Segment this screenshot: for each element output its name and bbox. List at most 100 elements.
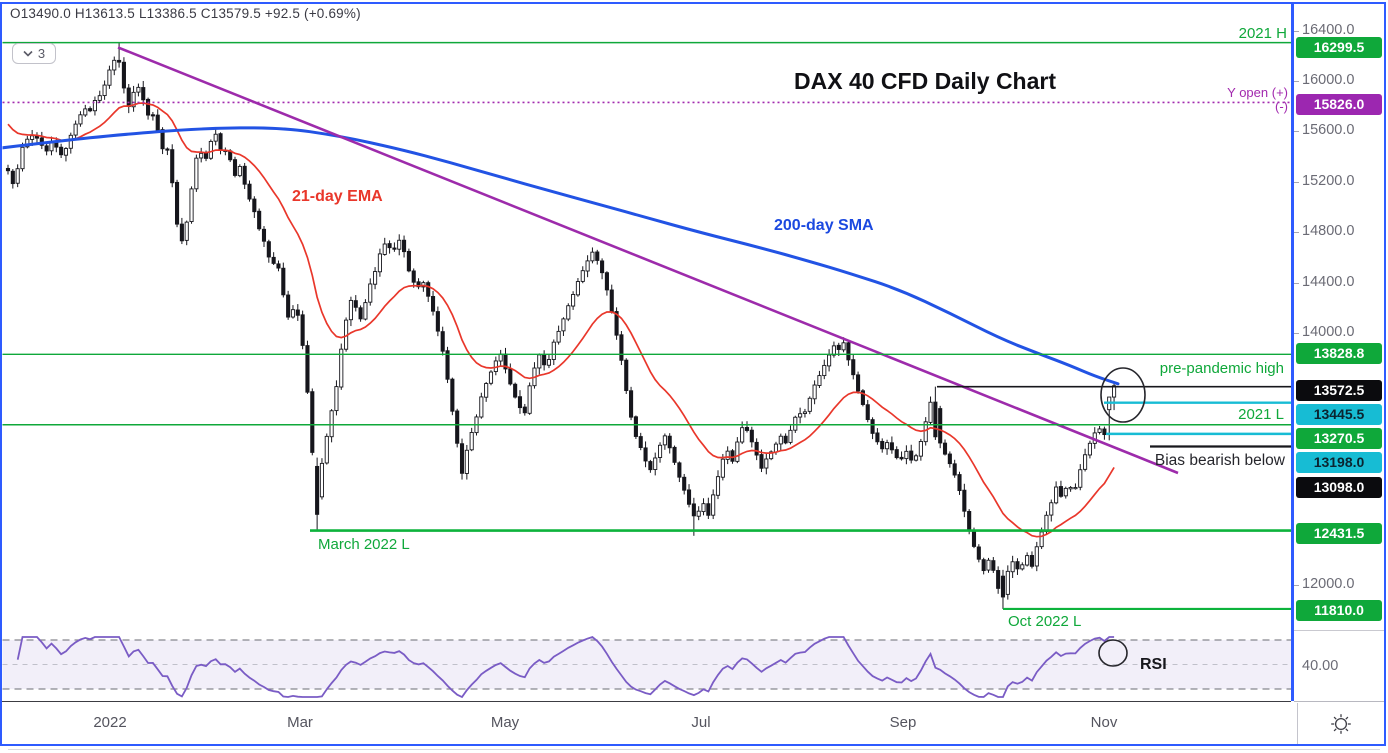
candle bbox=[179, 217, 184, 245]
candle bbox=[88, 106, 93, 113]
candle bbox=[546, 354, 552, 369]
candle bbox=[329, 409, 334, 443]
candle bbox=[5, 164, 11, 175]
time-axis-label: Mar bbox=[287, 714, 313, 731]
candle bbox=[223, 147, 228, 156]
level-label-pre-pandemic-high: pre-pandemic high bbox=[1159, 360, 1284, 377]
chart-settings-button[interactable] bbox=[1297, 703, 1383, 744]
candle bbox=[1097, 426, 1102, 435]
candle bbox=[595, 249, 600, 265]
time-axis-label: Jul bbox=[691, 714, 711, 731]
price-axis[interactable]: 40.00 16400.0 16000.0 15600.0 15200.0 14800.… bbox=[1294, 2, 1384, 701]
ohlc-readout: O13490.0 H13613.5 L13386.5 C13579.5 +92.… bbox=[10, 6, 361, 21]
price-tick-label: 15200.0 bbox=[1302, 173, 1355, 189]
candle bbox=[300, 310, 305, 350]
candle bbox=[537, 353, 542, 375]
candle bbox=[851, 354, 856, 380]
candle bbox=[667, 433, 672, 454]
candle bbox=[1034, 541, 1039, 572]
candle bbox=[542, 350, 547, 371]
candle bbox=[363, 299, 368, 321]
candle bbox=[575, 278, 580, 297]
candle bbox=[146, 97, 151, 120]
price-level-flag: 15826.0 bbox=[1296, 93, 1382, 115]
candle bbox=[846, 339, 851, 366]
candle bbox=[706, 497, 711, 519]
candle bbox=[20, 142, 25, 172]
candle bbox=[798, 407, 803, 424]
candle bbox=[1010, 555, 1015, 579]
candle bbox=[1020, 562, 1025, 571]
candle bbox=[170, 144, 175, 188]
candle bbox=[715, 470, 721, 500]
candle bbox=[406, 248, 411, 273]
candle bbox=[682, 473, 687, 495]
candle bbox=[208, 139, 213, 160]
candlestick-series bbox=[5, 42, 1117, 609]
candle bbox=[778, 433, 783, 450]
price-tick-mark bbox=[1294, 31, 1299, 32]
candle bbox=[614, 307, 619, 340]
time-axis[interactable]: 2022 Mar May Jul Sep Nov bbox=[2, 703, 1291, 744]
candle bbox=[358, 305, 363, 322]
candle bbox=[63, 147, 69, 162]
level-label-year-open-minus: (-) bbox=[1275, 99, 1288, 114]
candle bbox=[464, 444, 469, 480]
candle bbox=[769, 450, 774, 461]
candle bbox=[150, 111, 155, 121]
candle bbox=[92, 96, 97, 116]
price-level-flag: 11810.0 bbox=[1296, 599, 1382, 621]
candle bbox=[686, 484, 692, 508]
price-level-flag: 13098.0 bbox=[1296, 476, 1382, 498]
candle bbox=[875, 428, 880, 445]
candle bbox=[725, 446, 730, 465]
candle bbox=[252, 196, 257, 218]
price-tick-label: 14400.0 bbox=[1302, 274, 1355, 290]
price-tick-label: 16000.0 bbox=[1302, 72, 1355, 88]
candle bbox=[78, 111, 83, 127]
candle bbox=[426, 280, 431, 303]
candle bbox=[266, 239, 271, 263]
candle bbox=[991, 557, 996, 573]
candle bbox=[517, 390, 523, 414]
candle bbox=[281, 262, 286, 298]
annotation-bias-bearish: Bias bearish below bbox=[1154, 452, 1285, 469]
candle bbox=[735, 437, 740, 464]
candle bbox=[218, 132, 223, 155]
price-tick-mark bbox=[1294, 81, 1299, 82]
candle bbox=[942, 439, 948, 456]
candle bbox=[672, 445, 677, 465]
candle bbox=[445, 346, 450, 384]
candle bbox=[677, 461, 682, 483]
time-axis-label: Sep bbox=[889, 714, 917, 731]
collapse-indicators-button[interactable]: 3 bbox=[12, 43, 56, 64]
candle bbox=[397, 234, 402, 256]
candle bbox=[648, 459, 653, 473]
candle bbox=[754, 438, 759, 461]
candle bbox=[580, 266, 585, 284]
candle bbox=[469, 427, 474, 452]
candle bbox=[107, 65, 112, 89]
candle bbox=[117, 42, 122, 68]
candle bbox=[831, 341, 836, 358]
candle bbox=[633, 415, 638, 439]
candle bbox=[643, 441, 648, 468]
candle bbox=[131, 85, 136, 112]
candle bbox=[749, 426, 754, 448]
candle bbox=[1078, 464, 1083, 491]
candle bbox=[1063, 486, 1068, 499]
sma-line bbox=[2, 126, 1120, 386]
candle bbox=[1112, 381, 1117, 411]
candle bbox=[488, 370, 494, 386]
candle bbox=[923, 417, 928, 446]
candle bbox=[141, 80, 146, 106]
candle bbox=[571, 291, 576, 310]
candle bbox=[387, 240, 392, 254]
price-level-flag: 13198.0 bbox=[1296, 451, 1382, 473]
bearish-trendline[interactable] bbox=[117, 46, 1179, 475]
candle bbox=[730, 449, 735, 464]
candle bbox=[136, 83, 141, 97]
price-tick-mark bbox=[1294, 333, 1299, 334]
candle bbox=[498, 349, 503, 367]
